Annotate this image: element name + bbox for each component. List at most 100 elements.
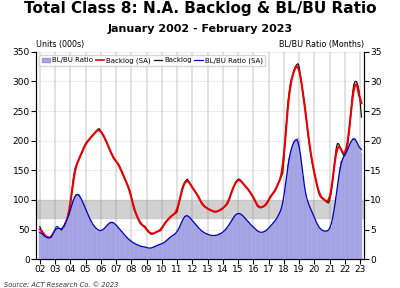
Bar (270, 226, 272, 259)
Bar (114, 224, 116, 259)
Bar (174, 234, 175, 259)
Bar (169, 238, 170, 259)
Bar (256, 231, 258, 259)
Bar (212, 236, 213, 259)
Bar (188, 216, 189, 259)
Bar (329, 230, 330, 259)
Bar (319, 228, 320, 259)
Bar (117, 227, 118, 259)
Bar (159, 245, 160, 259)
Bar (241, 215, 242, 259)
Bar (280, 212, 281, 259)
Text: Units (000s): Units (000s) (36, 40, 84, 49)
Bar (211, 236, 212, 259)
Bar (81, 200, 82, 259)
Bar (44, 237, 46, 259)
Bar (229, 225, 230, 259)
Bar (218, 234, 220, 259)
Bar (234, 216, 235, 259)
Bar (182, 221, 183, 259)
Bar (51, 238, 52, 259)
Bar (137, 245, 138, 259)
Bar (314, 218, 315, 259)
Bar (311, 212, 312, 259)
Bar (106, 225, 108, 259)
Bar (52, 236, 53, 259)
Bar (61, 231, 62, 259)
Bar (110, 222, 112, 259)
Bar (175, 234, 176, 259)
Bar (91, 224, 92, 259)
Bar (103, 230, 104, 259)
Bar (98, 231, 99, 259)
Bar (339, 167, 340, 259)
Bar (136, 245, 137, 259)
Bar (132, 242, 133, 259)
Bar (109, 222, 110, 259)
Bar (301, 164, 302, 259)
Bar (67, 218, 68, 259)
Bar (250, 225, 252, 259)
Bar (100, 231, 102, 259)
Bar (282, 206, 283, 259)
Bar (335, 197, 337, 259)
Bar (283, 200, 284, 259)
Bar (145, 247, 146, 259)
Bar (342, 158, 343, 259)
Bar (343, 156, 344, 259)
Bar (49, 238, 51, 259)
Bar (183, 218, 184, 259)
Bar (360, 149, 361, 259)
Bar (348, 147, 349, 259)
Bar (281, 209, 282, 259)
Bar (298, 141, 300, 259)
Bar (178, 230, 179, 259)
Bar (198, 228, 199, 259)
Bar (43, 236, 44, 259)
Bar (184, 216, 185, 259)
Bar (189, 218, 190, 259)
Bar (108, 224, 109, 259)
Bar (260, 232, 262, 259)
Bar (95, 228, 96, 259)
Bar (300, 153, 301, 259)
Bar (71, 206, 72, 259)
Bar (290, 153, 291, 259)
Bar (185, 215, 187, 259)
Bar (58, 228, 60, 259)
Title: January 2002 - February 2023: January 2002 - February 2023 (108, 24, 292, 34)
Bar (269, 227, 270, 259)
Bar (344, 156, 346, 259)
Bar (358, 147, 360, 259)
Bar (267, 230, 268, 259)
Bar (42, 236, 43, 259)
Bar (171, 236, 173, 259)
Bar (147, 248, 148, 259)
Bar (122, 232, 123, 259)
Bar (274, 221, 276, 259)
Legend: BL/BU Ratio, Backlog (SA), Backlog, BL/BU Ratio (SA): BL/BU Ratio, Backlog (SA), Backlog, BL/B… (40, 55, 265, 66)
Bar (262, 232, 263, 259)
Bar (294, 141, 295, 259)
Bar (210, 236, 211, 259)
Bar (112, 222, 113, 259)
Bar (330, 227, 332, 259)
Bar (154, 247, 155, 259)
Bar (53, 232, 54, 259)
Bar (133, 243, 134, 259)
Bar (334, 206, 335, 259)
Bar (131, 241, 132, 259)
Bar (253, 227, 254, 259)
Bar (62, 230, 63, 259)
Bar (161, 244, 162, 259)
Bar (206, 234, 207, 259)
Bar (248, 222, 249, 259)
Bar (126, 237, 127, 259)
Bar (202, 232, 203, 259)
Bar (352, 138, 353, 259)
Bar (231, 220, 232, 259)
Bar (259, 232, 260, 259)
Bar (141, 247, 142, 259)
Bar (207, 234, 208, 259)
Bar (90, 221, 91, 259)
